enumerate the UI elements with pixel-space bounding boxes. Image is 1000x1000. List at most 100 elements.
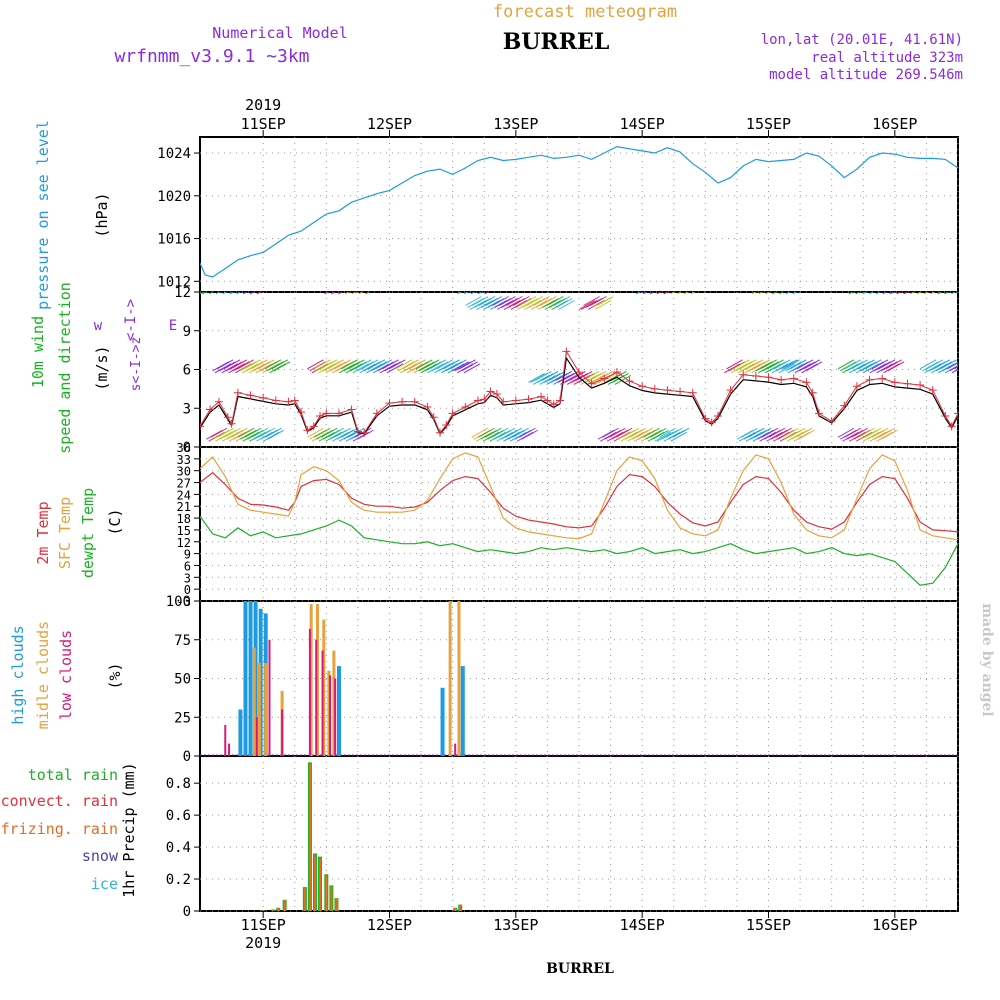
wind-gust-marker <box>223 413 232 422</box>
wind-direction-arrow <box>636 427 653 438</box>
wind-direction-arrow <box>851 359 868 370</box>
wind-direction-arrow <box>452 361 469 372</box>
wind-direction-arrow <box>683 292 689 295</box>
wind-direction-arrow <box>340 281 356 290</box>
cloud-bar-low <box>315 639 318 756</box>
wind-direction-arrow <box>775 427 792 438</box>
wind-direction-arrow <box>951 368 958 374</box>
wind-direction-arrow <box>937 292 943 295</box>
wind-gust-marker <box>448 409 457 418</box>
wind-direction-arrow <box>872 281 888 290</box>
wind-direction-arrow <box>880 429 898 440</box>
dewpt-axis-label: dewpt Temp <box>79 488 97 578</box>
model-label: Numerical Model <box>212 24 347 42</box>
wind-direction-arrow <box>487 281 503 290</box>
wind-direction-arrow <box>654 292 656 293</box>
cloud-bar-high <box>460 666 465 756</box>
wind-direction-arrow <box>789 359 807 370</box>
cloud-bar-high <box>248 601 253 756</box>
wind-gust-marker <box>764 373 773 382</box>
wind-direction-arrow <box>865 427 882 438</box>
y-tick-label: 1012 <box>157 274 191 290</box>
y-tick-label: 12 <box>177 536 191 550</box>
wind-direction-arrow <box>225 281 241 290</box>
wind-direction-arrow <box>251 359 268 370</box>
cloud-bar-high <box>440 687 445 756</box>
wind-direction-arrow <box>526 296 543 306</box>
wind-direction-arrow <box>798 429 815 440</box>
y-tick-label: 21 <box>177 500 191 514</box>
wind-direction-arrow <box>590 296 607 306</box>
wind-direction-arrow <box>337 292 343 295</box>
cloud-bar-mid <box>309 604 313 756</box>
y-tick-label: 0 <box>183 749 191 765</box>
wind-direction-arrow <box>851 281 867 290</box>
wind-gust-marker <box>556 396 565 405</box>
wind-gust-marker <box>815 409 824 418</box>
wind-direction-arrow <box>778 292 784 295</box>
clouds-unit-label: (%) <box>106 662 124 689</box>
wind-direction-arrow <box>948 292 950 293</box>
wind-direction-arrow <box>844 359 862 370</box>
wind-gust-marker <box>284 397 293 406</box>
wind-direction-arrow <box>327 281 343 290</box>
y-tick-label: 12 <box>174 285 191 301</box>
y-tick-label: 9 <box>183 324 191 340</box>
wind-direction-arrow <box>244 427 262 438</box>
wind-direction-arrow <box>887 361 905 372</box>
wind-direction-arrow <box>772 292 777 295</box>
panel-frame-0 <box>199 136 959 293</box>
wind-direction-arrow <box>916 292 922 295</box>
wind-direction-arrow <box>218 281 234 290</box>
x-tick-label-bottom: 12SEP <box>367 916 412 934</box>
wind-direction-arrow <box>351 292 357 295</box>
precip-bar-1 <box>303 887 306 911</box>
wind-gust-marker <box>638 382 647 391</box>
wind-direction-arrow <box>871 427 889 438</box>
wind-direction-arrow <box>680 281 696 290</box>
wind-direction-arrow <box>240 292 242 293</box>
wind-direction-arrow <box>602 427 619 438</box>
wind-gust-marker <box>524 395 533 404</box>
wind-direction-arrow <box>907 292 909 293</box>
wind-direction-arrow <box>363 292 365 293</box>
compass-ew-arrow: <-I-> <box>123 299 139 341</box>
precip-legend-1: convect. rain <box>1 792 118 810</box>
compass-e: E <box>169 318 177 334</box>
wind-direction-arrow <box>672 427 690 438</box>
model-name: wrfnmm_v3.9.1 ~3km <box>114 46 309 67</box>
wind-direction-arrow <box>541 370 559 381</box>
y-tick-label: 18 <box>177 512 191 526</box>
wind-direction-arrow <box>878 359 896 370</box>
pressure-axis-label: pressure on see level <box>34 120 52 310</box>
wind-direction-arrow <box>889 292 895 295</box>
x-tick-label-top: 12SEP <box>367 115 412 133</box>
wind-direction-arrow <box>761 427 779 438</box>
cloud-bar-low <box>308 628 311 756</box>
wind-axis-label: 10m wind <box>29 316 47 388</box>
wind-direction-arrow <box>668 292 670 293</box>
wind-direction-arrow <box>202 292 207 295</box>
wind-direction-arrow <box>882 292 888 295</box>
wind-gust-marker <box>303 426 312 435</box>
wind-direction-arrow <box>851 427 868 438</box>
wind-direction-arrow <box>649 292 655 295</box>
wind-direction-arrow <box>213 292 215 293</box>
wind-direction-arrow <box>251 427 269 438</box>
wind-direction-arrow <box>348 359 365 370</box>
year-bottom: 2019 <box>245 934 281 952</box>
wind-gust-marker <box>789 374 798 383</box>
wind-gust-marker <box>309 422 318 431</box>
wind-direction-arrow <box>205 281 221 290</box>
wind-direction-arrow <box>402 359 419 370</box>
wind-direction-arrow <box>368 359 386 370</box>
wind-gust-marker <box>947 422 956 431</box>
wind-direction-arrow <box>237 359 254 370</box>
wind-direction-arrow <box>365 292 371 295</box>
precip-bar-1 <box>272 909 275 911</box>
wind-direction-arrow <box>844 281 860 290</box>
wind-direction-arrow <box>249 292 255 295</box>
wind-gust-marker <box>928 386 937 395</box>
wind-direction-arrow <box>546 296 564 306</box>
precip-axis-label: 1hr Precip (mm) <box>120 762 138 897</box>
